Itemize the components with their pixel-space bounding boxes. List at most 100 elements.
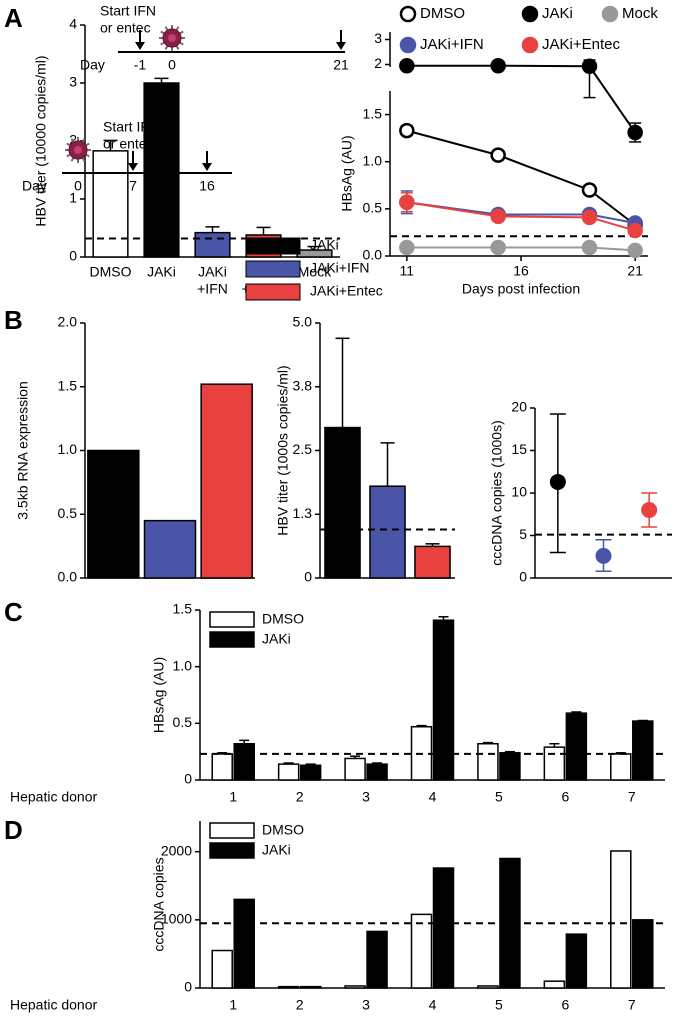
point	[490, 147, 506, 163]
bar	[143, 519, 197, 579]
bar	[211, 949, 233, 989]
bar	[565, 712, 588, 781]
point	[641, 502, 658, 518]
bar	[299, 764, 322, 781]
virus-core	[74, 146, 82, 154]
bar	[369, 485, 406, 579]
point	[399, 58, 415, 74]
x-tick-label: 4	[429, 997, 437, 1013]
legend-swatch	[209, 822, 255, 839]
legend-marker	[521, 36, 539, 54]
y-tick-label: 1	[69, 190, 77, 206]
y-tick-label: 1.5	[173, 601, 193, 617]
x-tick-label: 1	[229, 789, 237, 805]
x-tick-label: 2	[296, 997, 304, 1013]
x-axis-label: Days post infection	[462, 281, 580, 297]
y-axis-label: HBV titer (10000 copies/ml)	[33, 55, 49, 226]
legend-label: DMSO	[262, 822, 304, 838]
y-tick-label: 1.3	[293, 505, 313, 521]
bar	[610, 753, 632, 781]
legend-marker	[521, 5, 539, 23]
point	[627, 124, 643, 141]
x-tick-label: Mock	[298, 264, 332, 280]
bar	[277, 985, 300, 989]
timeline-day: 21	[333, 57, 349, 73]
series-line	[406, 201, 636, 232]
y-axis-label: HBsAg (AU)	[339, 135, 355, 211]
legend-label: JAKi+IFN	[420, 36, 484, 53]
y-tick-label: 3	[69, 74, 77, 90]
y-tick-label: 3.8	[293, 377, 313, 393]
bar	[211, 753, 233, 781]
x-tick-label: JAKi	[198, 264, 227, 280]
bar	[277, 763, 300, 781]
timeline-day-label: Day	[80, 57, 105, 73]
legend-swatch	[209, 842, 255, 859]
x-tick-label: 16	[513, 263, 529, 279]
series-line	[406, 64, 636, 134]
panel-label: D	[4, 815, 23, 845]
y-axis-label: cccDNA copies (1000s)	[489, 420, 505, 566]
legend-label: DMSO	[420, 5, 465, 22]
y-tick-label: 4	[69, 16, 77, 32]
legend-label: JAKi+Entec	[542, 36, 620, 53]
bar	[477, 985, 499, 989]
y-tick-label: 0	[69, 248, 77, 264]
bar	[565, 933, 588, 989]
bar	[299, 985, 322, 989]
point	[581, 239, 598, 256]
point	[627, 222, 643, 239]
y-tick-label: 0	[304, 569, 312, 585]
y-tick-label: 1.0	[58, 441, 78, 457]
legend-label: JAKi	[262, 631, 291, 647]
x-tick-label: 21	[627, 263, 643, 279]
bar	[92, 150, 129, 258]
x-tick-label: JAKi	[147, 264, 176, 280]
x-tick-label: 11	[400, 263, 415, 279]
timeline-label: or entec	[100, 20, 151, 36]
timeline-day-label: Day	[22, 178, 47, 194]
point	[581, 58, 598, 74]
timeline-label: Start IFN	[100, 3, 156, 19]
y-tick-label: 20	[511, 399, 527, 415]
y-tick-label: 2	[374, 55, 382, 71]
y-tick-label: 0	[519, 569, 527, 585]
y-tick-label: 0	[184, 979, 192, 995]
x-tick-label: 5	[495, 997, 503, 1013]
bar	[200, 383, 253, 579]
x-tick-label: 6	[561, 997, 569, 1013]
timeline-label: Start IFN	[103, 119, 159, 135]
legend-label: JAKi+Entec	[310, 283, 383, 299]
y-axis-label: cccDNA copies	[151, 857, 167, 951]
bar	[543, 746, 566, 781]
y-tick-label: 0.0	[363, 247, 383, 263]
y-tick-label: 10	[511, 484, 527, 500]
y-axis-label: 3.5kb RNA expression	[15, 381, 31, 520]
y-tick-label: 5.0	[293, 314, 313, 330]
bar	[632, 720, 654, 781]
y-tick-label: 1.0	[173, 657, 193, 673]
y-tick-label: 0	[184, 771, 192, 787]
x-tick-label: 6	[561, 789, 569, 805]
bar	[477, 742, 499, 781]
legend-swatch	[209, 611, 255, 628]
x-tick-label: 4	[429, 789, 437, 805]
bar	[143, 82, 180, 258]
legend-swatch	[245, 237, 301, 255]
legend-marker	[399, 5, 417, 23]
point	[549, 473, 566, 490]
virus-core	[168, 34, 176, 42]
panel-label: A	[4, 3, 23, 33]
timeline-day: 0	[168, 57, 176, 73]
x-tick-label: 3	[362, 789, 370, 805]
arrow-head	[128, 163, 138, 171]
series-line	[406, 129, 636, 226]
y-tick-label: 1.5	[363, 105, 383, 121]
bar	[194, 231, 231, 258]
x-tick-label: 2	[296, 789, 304, 805]
y-axis-label: HBsAg (AU)	[151, 657, 167, 733]
x-tick-label: 5	[495, 789, 503, 805]
bar	[366, 930, 388, 989]
bar	[499, 752, 521, 781]
